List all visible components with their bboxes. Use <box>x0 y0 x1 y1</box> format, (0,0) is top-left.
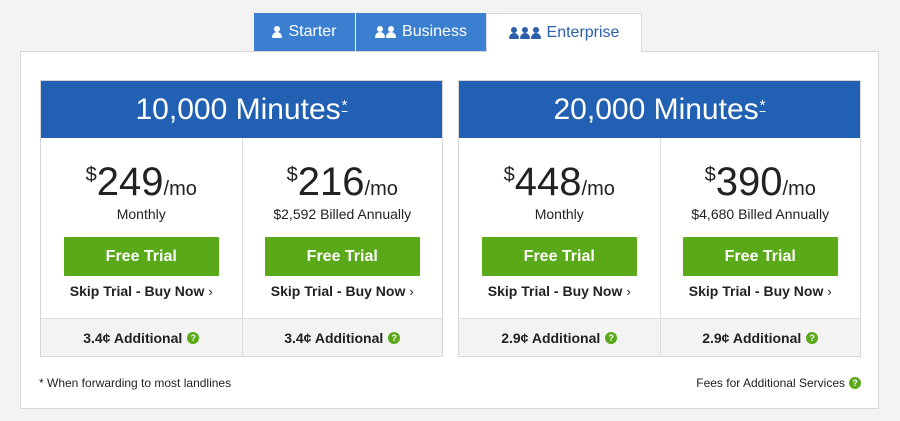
price-amount: 249 <box>96 160 164 204</box>
annual-option: $ 390 /mo $4,680 Billed Annually Free Tr… <box>659 138 861 318</box>
additional-rate: 2.9¢ Additional ? <box>659 319 861 356</box>
buy-now-link[interactable]: Skip Trial - Buy Now › <box>70 283 213 299</box>
pricing-panel: 10,000 Minutes * $ 249 /mo Monthly Free T… <box>20 51 879 409</box>
monthly-option: $ 448 /mo Monthly Free Trial Skip Trial … <box>459 138 660 318</box>
additional-rate-text: 2.9¢ Additional <box>702 329 802 346</box>
free-trial-button[interactable]: Free Trial <box>682 237 838 276</box>
tab-label: Enterprise <box>546 24 620 41</box>
plan-card: 10,000 Minutes * $ 249 /mo Monthly Free T… <box>40 80 443 357</box>
price-amount: 390 <box>715 160 783 204</box>
price: $ 390 /mo <box>705 160 816 204</box>
chevron-right-icon: › <box>626 283 631 299</box>
additional-rate: 3.4¢ Additional ? <box>41 319 242 356</box>
plan-title-text: 20,000 Minutes <box>553 92 759 126</box>
buy-now-label: Skip Trial - Buy Now <box>487 283 623 299</box>
two-people-icon <box>375 26 397 38</box>
fees-link[interactable]: Fees for Additional Services ? <box>696 376 861 390</box>
price-currency: $ <box>704 164 716 186</box>
help-icon[interactable]: ? <box>388 331 401 344</box>
plan-title: 20,000 Minutes * <box>459 81 860 138</box>
tab-label: Business <box>402 23 467 40</box>
help-icon[interactable]: ? <box>605 331 618 344</box>
chevron-right-icon: › <box>827 283 832 299</box>
additional-rates: 2.9¢ Additional ? 2.9¢ Additional ? <box>459 318 860 356</box>
additional-rate-text: 3.4¢ Additional <box>284 329 384 346</box>
price-currency: $ <box>85 164 97 186</box>
price: $ 216 /mo <box>287 160 398 204</box>
buy-now-link[interactable]: Skip Trial - Buy Now › <box>689 283 832 299</box>
help-icon[interactable]: ? <box>187 331 200 344</box>
price-period: /mo <box>782 178 816 200</box>
footnote: * When forwarding to most landlines <box>39 376 232 390</box>
footnote-marker[interactable]: * <box>759 97 766 114</box>
help-icon[interactable]: ? <box>849 377 861 389</box>
free-trial-button[interactable]: Free Trial <box>481 237 637 276</box>
plan-title-text: 10,000 Minutes <box>135 92 341 126</box>
tab-enterprise[interactable]: Enterprise <box>486 13 642 52</box>
fees-link-label: Fees for Additional Services <box>696 376 845 390</box>
footnote-marker[interactable]: * <box>341 97 348 114</box>
plan-tier-tabs: Starter Business Enterprise <box>254 13 642 52</box>
plan-card: 20,000 Minutes * $ 448 /mo Monthly Free T… <box>458 80 861 357</box>
price-amount: 448 <box>514 160 582 204</box>
additional-rates: 3.4¢ Additional ? 3.4¢ Additional ? <box>41 318 442 356</box>
buy-now-label: Skip Trial - Buy Now <box>688 283 824 299</box>
additional-rate: 2.9¢ Additional ? <box>459 319 660 356</box>
billing-cycle: Monthly <box>116 206 166 222</box>
price-amount: 216 <box>297 160 365 204</box>
additional-rate-text: 3.4¢ Additional <box>83 329 183 346</box>
buy-now-link[interactable]: Skip Trial - Buy Now › <box>488 283 631 299</box>
price: $ 249 /mo <box>86 160 197 204</box>
billing-cycle: Monthly <box>534 206 584 222</box>
price-period: /mo <box>364 178 398 200</box>
help-icon[interactable]: ? <box>806 331 819 344</box>
price: $ 448 /mo <box>504 160 615 204</box>
price-currency: $ <box>286 164 298 186</box>
price-currency: $ <box>503 164 515 186</box>
chevron-right-icon: › <box>208 283 213 299</box>
buy-now-label: Skip Trial - Buy Now <box>69 283 205 299</box>
annual-option: $ 216 /mo $2,592 Billed Annually Free Tr… <box>241 138 443 318</box>
three-people-icon <box>508 27 541 39</box>
buy-now-link[interactable]: Skip Trial - Buy Now › <box>271 283 414 299</box>
plan-title: 10,000 Minutes * <box>41 81 442 138</box>
buy-now-label: Skip Trial - Buy Now <box>270 283 406 299</box>
price-period: /mo <box>581 178 615 200</box>
price-period: /mo <box>163 178 197 200</box>
billing-cycle: $2,592 Billed Annually <box>273 206 412 222</box>
free-trial-button[interactable]: Free Trial <box>264 237 420 276</box>
additional-rate-text: 2.9¢ Additional <box>501 329 601 346</box>
tab-label: Starter <box>288 23 337 40</box>
free-trial-button[interactable]: Free Trial <box>63 237 219 276</box>
person-icon <box>272 26 283 38</box>
tab-business[interactable]: Business <box>355 13 486 51</box>
additional-rate: 3.4¢ Additional ? <box>241 319 443 356</box>
billing-cycle: $4,680 Billed Annually <box>691 206 830 222</box>
tab-starter[interactable]: Starter <box>254 13 355 51</box>
chevron-right-icon: › <box>409 283 414 299</box>
monthly-option: $ 249 /mo Monthly Free Trial Skip Trial … <box>41 138 242 318</box>
